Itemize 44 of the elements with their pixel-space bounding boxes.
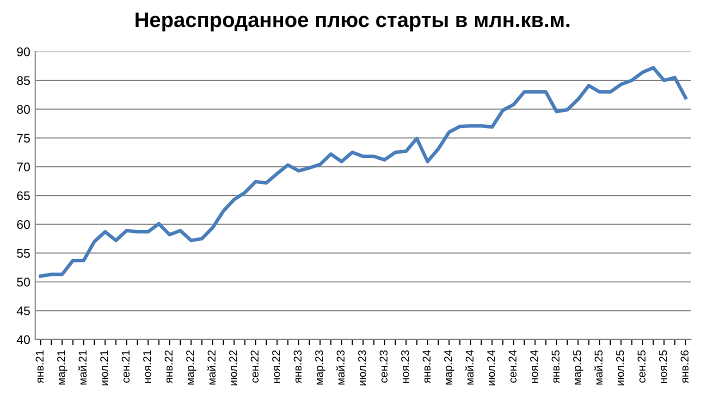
y-tick-label: 55: [16, 249, 30, 258]
x-tick-label: мар.25: [573, 350, 584, 385]
x-tick-label: июл.22: [229, 350, 238, 386]
x-tick-label: май.24: [465, 350, 474, 385]
x-tick-label: мар.24: [444, 350, 454, 385]
x-tick-label: янв.25: [552, 350, 560, 384]
x-tick-label: мар.21: [57, 350, 68, 385]
x-tick-label: июл.25: [616, 350, 624, 386]
x-tick-label: ноя.25: [659, 350, 668, 383]
chart-title: Нераспроданное плюс старты в млн.кв.м.: [136, 12, 570, 32]
x-tick-label: мар.22: [186, 350, 196, 385]
x-tick-label: сен.25: [638, 350, 646, 383]
x-tick-label: мар.23: [315, 350, 326, 385]
x-tick-label: янв.26: [680, 350, 689, 384]
y-tick-label: 65: [17, 191, 30, 200]
x-tick-label: янв.21: [36, 350, 44, 384]
x-tick-label: ноя.21: [143, 350, 152, 383]
x-tick-label: июл.24: [487, 350, 496, 386]
x-tick-label: ноя.22: [272, 350, 280, 383]
y-tick-label: 60: [17, 220, 30, 229]
x-tick-label: май.25: [594, 350, 603, 385]
y-tick-label: 40: [16, 335, 30, 344]
x-tick-label: июл.23: [358, 350, 366, 386]
x-tick-label: сен.24: [508, 350, 517, 383]
x-tick-label: май.22: [207, 350, 216, 385]
y-tick-label: 75: [17, 134, 30, 143]
y-tick-label: 45: [16, 306, 30, 316]
y-tick-label: 90: [17, 47, 30, 56]
line-series: [38, 66, 688, 278]
x-tick-label: ноя.23: [401, 350, 410, 383]
x-tick-label: янв.22: [164, 350, 172, 384]
x-tick-label: сен.21: [122, 350, 130, 383]
x-tick-label: сен.22: [250, 350, 259, 383]
y-tick-label: 80: [17, 104, 30, 114]
y-tick-label: 70: [17, 162, 30, 172]
y-tick-label: 50: [16, 278, 30, 287]
x-tick-label: июл.21: [100, 350, 108, 386]
x-tick-label: май.21: [78, 350, 87, 385]
x-tick-label: сен.23: [380, 350, 388, 383]
x-tick-label: ноя.24: [530, 350, 538, 383]
y-tick-label: 85: [17, 76, 30, 86]
x-tick-label: май.23: [336, 350, 345, 385]
x-tick-label: янв.23: [294, 350, 302, 384]
x-tick-label: янв.24: [422, 350, 430, 384]
